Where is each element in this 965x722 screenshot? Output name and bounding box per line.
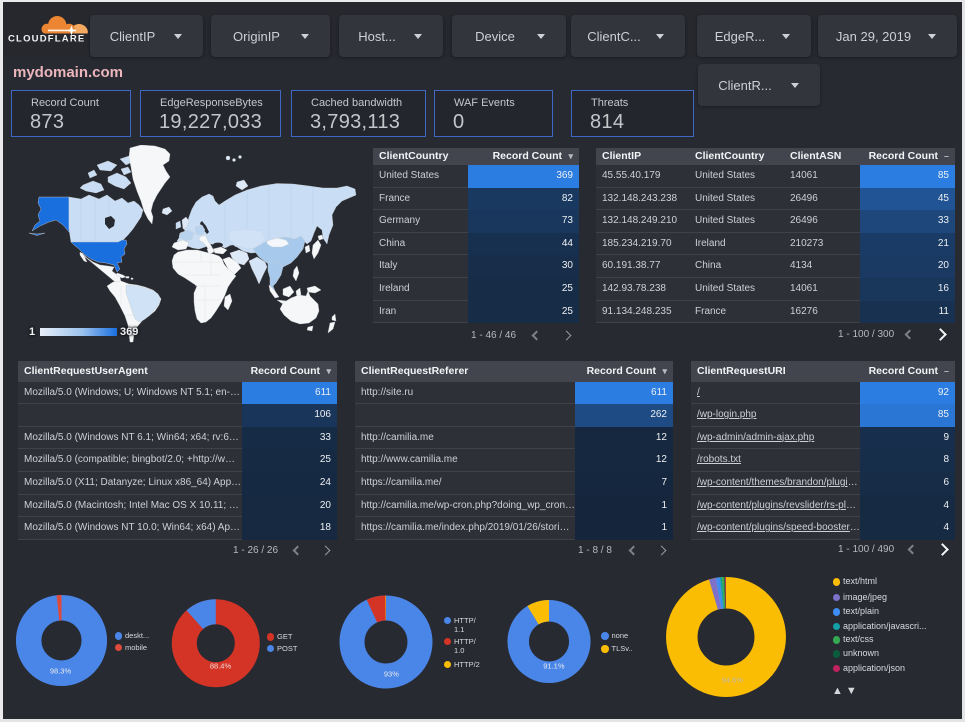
svg-text:CLOUDFLARE: CLOUDFLARE: [8, 34, 85, 45]
